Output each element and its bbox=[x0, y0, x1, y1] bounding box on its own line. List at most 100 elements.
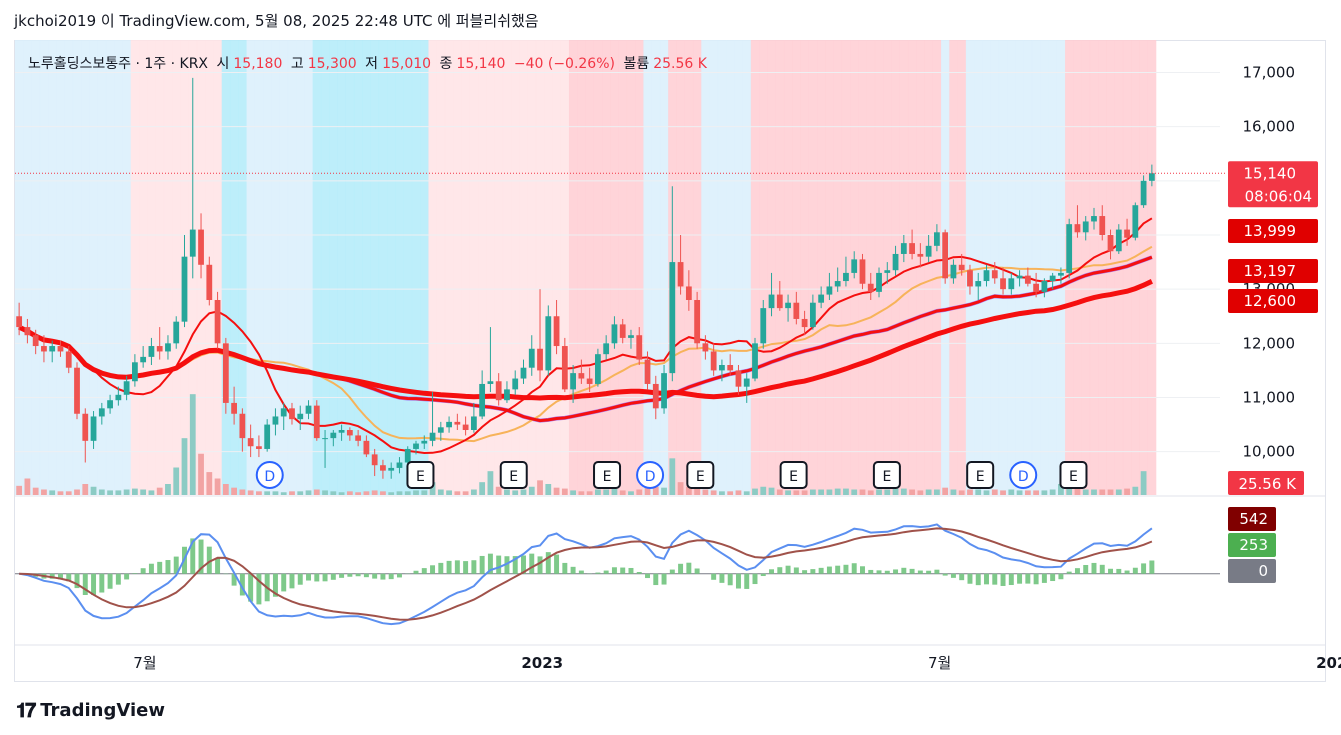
earnings-marker: E bbox=[406, 461, 435, 489]
macd-hist-bar-130 bbox=[1091, 562, 1097, 574]
volume-bar-54 bbox=[462, 491, 469, 495]
macd-line bbox=[18, 523, 1153, 626]
countdown-label: 08:06:04 bbox=[1245, 187, 1312, 205]
volume-bar-24 bbox=[214, 478, 221, 495]
volume-bar-82 bbox=[694, 487, 701, 495]
macd-hist-bar-96 bbox=[810, 569, 816, 574]
macd-hist-bar-104 bbox=[876, 570, 882, 574]
macd-hist-bar-11 bbox=[107, 573, 113, 589]
x-tick-label: 2023 bbox=[521, 654, 563, 672]
band-130 bbox=[1089, 40, 1099, 495]
y-tick-label: 11,000 bbox=[1243, 389, 1296, 407]
volume-bar-25 bbox=[222, 484, 229, 495]
macd-hist-bar-111 bbox=[934, 569, 940, 574]
macd-label-box-2 bbox=[1228, 559, 1276, 583]
tradingview-logo[interactable]: 𝟏𝟕 TradingView bbox=[16, 698, 165, 722]
y-tick-label: 17,000 bbox=[1243, 64, 1296, 82]
volume-bar-58 bbox=[495, 486, 502, 495]
macd-hist-bar-132 bbox=[1108, 568, 1114, 574]
candle-body-38 bbox=[330, 432, 337, 439]
macd-hist-bar-33 bbox=[289, 573, 295, 589]
event-marker-label: E bbox=[976, 469, 985, 485]
macd-label-text: 542 bbox=[1239, 510, 1268, 528]
band-132 bbox=[1106, 40, 1115, 495]
macd-hist-bar-101 bbox=[851, 563, 857, 574]
macd-hist-bar-91 bbox=[769, 569, 775, 574]
candle-body-125 bbox=[1049, 275, 1056, 282]
event-marker-label: E bbox=[603, 469, 612, 485]
open-value: 15,180 bbox=[233, 56, 283, 72]
event-marker-label: E bbox=[1069, 469, 1078, 485]
candle-body-63 bbox=[537, 348, 543, 371]
band-66 bbox=[560, 40, 570, 495]
candle-body-7 bbox=[74, 367, 80, 414]
volume-label-text: 25.56 K bbox=[1238, 475, 1297, 493]
macd-hist-bar-15 bbox=[140, 568, 146, 574]
volume-bar-63 bbox=[537, 480, 543, 495]
volume-bar-111 bbox=[934, 489, 940, 495]
earnings-marker: E bbox=[1059, 461, 1088, 489]
candle-body-17 bbox=[156, 346, 163, 352]
band-76 bbox=[643, 40, 652, 495]
macd-hist-bar-113 bbox=[950, 573, 956, 578]
volume-bar-94 bbox=[793, 490, 800, 495]
volume-label: 볼륨 bbox=[623, 56, 650, 72]
volume-bar-93 bbox=[785, 490, 791, 495]
macd-hist-bar-121 bbox=[1017, 573, 1023, 584]
candle-body-126 bbox=[1058, 272, 1064, 276]
volume-bar-57 bbox=[487, 471, 494, 495]
volume-bar-119 bbox=[1000, 490, 1006, 495]
candle-body-95 bbox=[801, 318, 808, 328]
event-marker-label: D bbox=[645, 469, 656, 485]
earnings-marker-box bbox=[1059, 461, 1088, 489]
macd-hist-bar-13 bbox=[124, 573, 130, 580]
event-marker-label: D bbox=[264, 469, 275, 485]
band-12 bbox=[114, 40, 123, 495]
candle-body-60 bbox=[512, 378, 519, 390]
volume-bar-41 bbox=[355, 492, 362, 495]
volume-bar-65 bbox=[553, 487, 560, 495]
candle-body-111 bbox=[934, 232, 940, 246]
volume-bar-12 bbox=[115, 490, 122, 495]
candle-body-36 bbox=[313, 405, 320, 439]
macd-hist-bar-54 bbox=[463, 561, 469, 574]
volume-bar-36 bbox=[313, 489, 320, 495]
volume-bar-105 bbox=[884, 489, 891, 495]
macd-hist-bar-37 bbox=[322, 573, 328, 582]
earnings-marker-box bbox=[593, 461, 622, 489]
candle-body-78 bbox=[661, 373, 667, 409]
macd-hist-bar-97 bbox=[818, 567, 824, 574]
candle-body-49 bbox=[421, 440, 428, 444]
volume-bar-107 bbox=[900, 488, 907, 495]
macd-hist-bar-106 bbox=[893, 569, 899, 574]
volume-bar-99 bbox=[834, 488, 841, 495]
band-81 bbox=[684, 40, 694, 495]
earnings-marker-box bbox=[779, 461, 808, 489]
band-82 bbox=[692, 40, 702, 495]
macd-hist-bar-81 bbox=[686, 562, 692, 574]
macd-hist-bar-90 bbox=[760, 573, 766, 577]
candle-body-115 bbox=[967, 270, 973, 287]
macd-hist-bar-100 bbox=[843, 564, 849, 574]
macd-hist-bar-10 bbox=[99, 573, 105, 593]
macd-hist-bar-9 bbox=[91, 573, 97, 595]
band-35 bbox=[304, 40, 313, 495]
candle-body-79 bbox=[669, 262, 676, 374]
band-30 bbox=[263, 40, 272, 495]
open-label: 시 bbox=[216, 56, 230, 72]
band-14 bbox=[130, 40, 140, 495]
volume-bar-121 bbox=[1016, 490, 1023, 495]
event-marker-label: D bbox=[1018, 469, 1029, 485]
candle-body-96 bbox=[809, 302, 816, 328]
macd-hist-bar-17 bbox=[157, 561, 163, 574]
x-tick-label: 7월 bbox=[133, 654, 156, 672]
macd-hist-bar-5 bbox=[57, 573, 63, 580]
volume-bar-28 bbox=[247, 490, 254, 495]
volume-bar-35 bbox=[305, 490, 312, 495]
event-marker-label: E bbox=[882, 469, 891, 485]
macd-hist-bar-7 bbox=[74, 573, 80, 589]
macd-hist-bar-89 bbox=[752, 573, 758, 585]
close-value: 15,140 bbox=[456, 56, 506, 72]
macd-hist-bar-34 bbox=[297, 573, 303, 585]
